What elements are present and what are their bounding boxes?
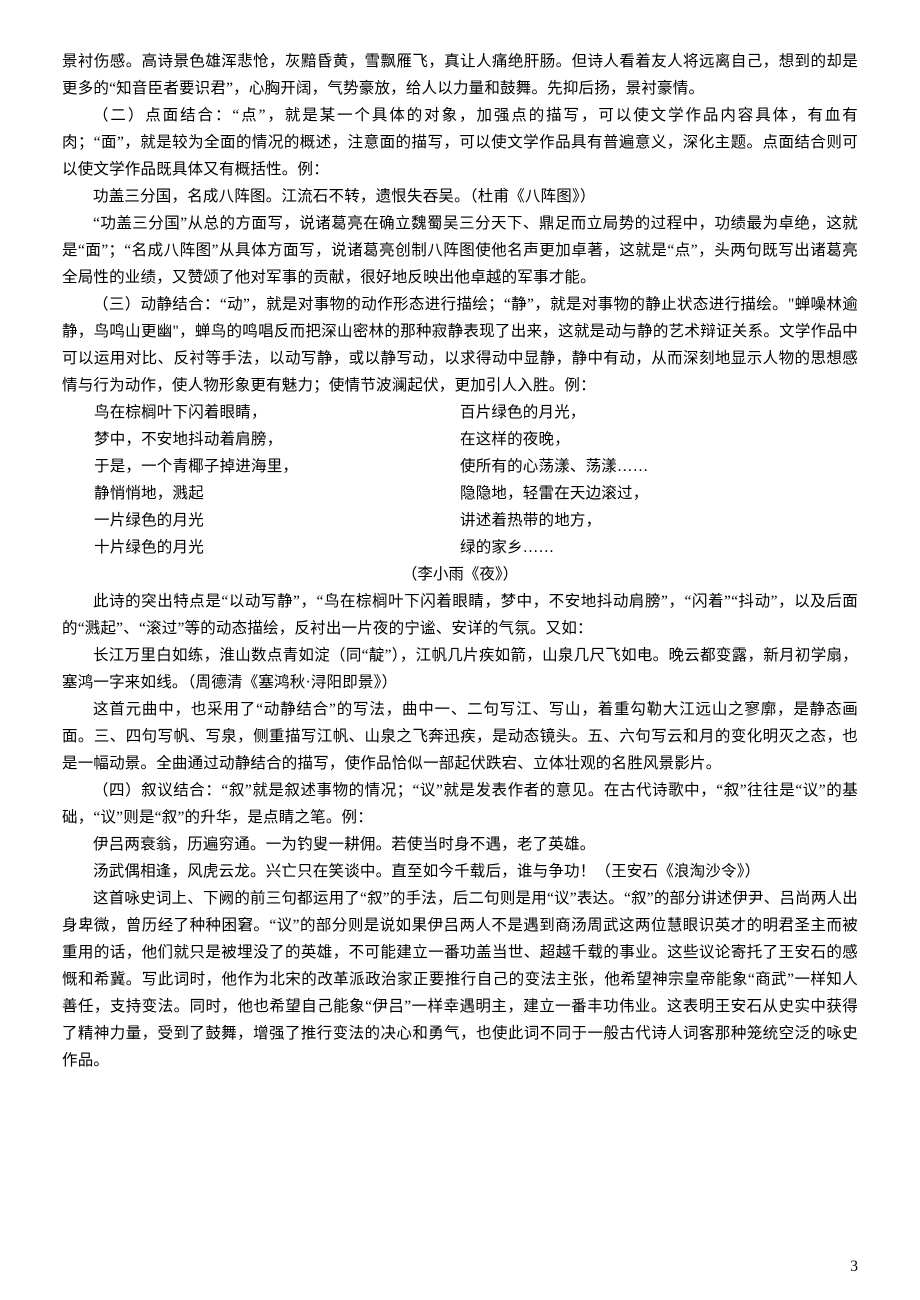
paragraph-quote: 汤武偶相逢，风虎云龙。兴亡只在笑谈中。直至如今千载后，谁与争功！（王安石《浪淘沙…	[62, 858, 858, 885]
poem-line: 使所有的心荡漾、荡漾……	[460, 453, 858, 480]
poem-line: 在这样的夜晚，	[460, 426, 858, 453]
paragraph: 景衬伤感。高诗景色雄浑悲怆，灰黯昏黄，雪飘雁飞，真让人痛绝肝肠。但诗人看着友人将…	[62, 48, 858, 102]
poem-line: 静悄悄地，溅起	[94, 480, 460, 507]
poem-line: 梦中，不安地抖动着肩膀，	[94, 426, 460, 453]
poem-line: 讲述着热带的地方，	[460, 507, 858, 534]
paragraph-quote: 长江万里白如练，淮山数点青如淀（同“靛”），江帆几片疾如箭，山泉几尺飞如电。晚云…	[62, 642, 858, 696]
paragraph: “功盖三分国”从总的方面写，说诸葛亮在确立魏蜀吴三分天下、鼎足而立局势的过程中，…	[62, 210, 858, 291]
page-number: 3	[850, 1258, 858, 1276]
poem-line: 百片绿色的月光，	[460, 399, 858, 426]
poem-column-left: 鸟在棕榈叶下闪着眼睛， 梦中，不安地抖动着肩膀， 于是，一个青椰子掉进海里， 静…	[62, 399, 460, 561]
poem-line: 绿的家乡……	[460, 534, 858, 561]
poem-attribution: （李小雨《夜》）	[62, 561, 858, 588]
document-page: 景衬伤感。高诗景色雄浑悲怆，灰黯昏黄，雪飘雁飞，真让人痛绝肝肠。但诗人看着友人将…	[0, 0, 920, 1300]
paragraph: 这首元曲中，也采用了“动静结合”的写法，曲中一、二句写江、写山，着重勾勒大江远山…	[62, 696, 858, 777]
paragraph-quote: 伊吕两衰翁，历遍穷通。一为钓叟一耕佣。若使当时身不遇，老了英雄。	[62, 831, 858, 858]
paragraph: （四）叙议结合：“叙”就是叙述事物的情况；“议”就是发表作者的意见。在古代诗歌中…	[62, 777, 858, 831]
paragraph: 这首咏史词上、下阙的前三句都运用了“叙”的手法，后二句则是用“议”表达。“叙”的…	[62, 885, 858, 1074]
poem-block: 鸟在棕榈叶下闪着眼睛， 梦中，不安地抖动着肩膀， 于是，一个青椰子掉进海里， 静…	[62, 399, 858, 561]
paragraph-quote: 功盖三分国，名成八阵图。江流石不转，遗恨失吞吴。（杜甫《八阵图》）	[62, 183, 858, 210]
poem-column-right: 百片绿色的月光， 在这样的夜晚， 使所有的心荡漾、荡漾…… 隐隐地，轻雷在天边滚…	[460, 399, 858, 561]
poem-line: 于是，一个青椰子掉进海里，	[94, 453, 460, 480]
poem-line: 隐隐地，轻雷在天边滚过，	[460, 480, 858, 507]
paragraph: 此诗的突出特点是“以动写静”，“鸟在棕榈叶下闪着眼睛，梦中，不安地抖动肩膀”，“…	[62, 588, 858, 642]
poem-line: 一片绿色的月光	[94, 507, 460, 534]
paragraph: （二）点面结合：“点”，就是某一个具体的对象，加强点的描写，可以使文学作品内容具…	[62, 102, 858, 183]
paragraph: （三）动静结合：“动”，就是对事物的动作形态进行描绘；“静”，就是对事物的静止状…	[62, 291, 858, 399]
poem-line: 鸟在棕榈叶下闪着眼睛，	[94, 399, 460, 426]
poem-line: 十片绿色的月光	[94, 534, 460, 561]
